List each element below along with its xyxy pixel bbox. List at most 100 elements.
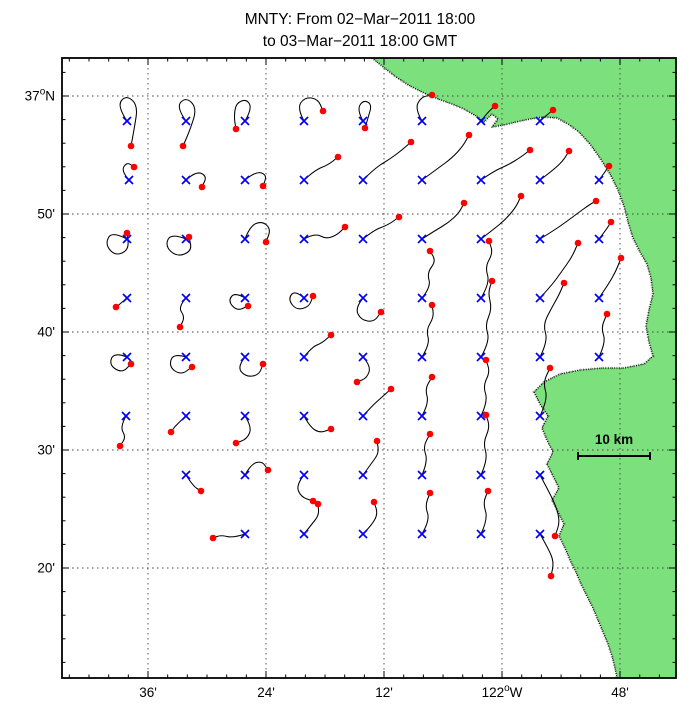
tick-label-text: W: [510, 685, 523, 700]
x-stroke: [535, 116, 545, 126]
start-marker-x: [181, 470, 191, 480]
start-marker-x: [358, 529, 368, 539]
x-stroke: [535, 175, 545, 185]
trajectory-path: [119, 97, 138, 147]
trajectory-path: [179, 297, 187, 328]
trajectory-path: [244, 461, 269, 476]
tick-label-text: 50': [37, 207, 55, 222]
end-marker-dot: [319, 107, 327, 115]
tick-label-text: 48': [611, 685, 629, 700]
trajectory-path: [539, 150, 570, 181]
trajectory-path: [362, 141, 412, 181]
start-marker-x: [122, 293, 132, 303]
start-marker-x: [535, 470, 545, 480]
start-marker-x: [476, 293, 486, 303]
start-marker-x: [417, 529, 427, 539]
x-stroke: [417, 293, 427, 303]
x-stroke: [240, 175, 250, 185]
end-marker-dot: [259, 360, 267, 368]
end-marker-dot: [232, 439, 240, 447]
end-marker-dot: [617, 254, 625, 262]
end-marker-dot: [549, 106, 557, 114]
end-marker-dot: [482, 411, 490, 419]
y-tick-label: 50': [37, 207, 55, 222]
land-layer: [371, 56, 676, 679]
end-marker-dot: [484, 487, 492, 495]
trajectory-path: [303, 334, 332, 358]
start-marker-x: [240, 529, 250, 539]
end-marker-dot: [179, 142, 187, 150]
end-marker-dot: [517, 192, 525, 200]
trajectory-path: [303, 415, 332, 433]
trajectory-path: [233, 99, 251, 130]
end-marker-dot: [547, 572, 555, 580]
start-marker-x: [535, 411, 545, 421]
tick-label-text: 40': [37, 325, 55, 340]
trajectory-path: [421, 492, 431, 535]
x-stroke: [240, 470, 250, 480]
x-stroke: [535, 529, 545, 539]
end-marker-dot: [551, 532, 559, 540]
x-stroke: [181, 293, 191, 303]
x-stroke: [299, 234, 309, 244]
trajectory-path: [299, 97, 324, 122]
start-marker-x: [594, 352, 604, 362]
end-marker-dot: [460, 199, 468, 207]
start-marker-x: [594, 234, 604, 244]
x-stroke: [299, 352, 309, 362]
trajectory-path: [358, 100, 372, 129]
start-marker-x: [121, 411, 131, 421]
end-marker-dot: [574, 239, 582, 247]
start-marker-x: [417, 234, 427, 244]
trajectory-path: [539, 474, 560, 537]
end-marker-dot: [198, 183, 206, 191]
x-stroke: [476, 116, 486, 126]
start-marker-x: [535, 234, 545, 244]
start-marker-x: [417, 293, 427, 303]
start-marker-x: [122, 116, 132, 126]
end-marker-dot: [130, 163, 138, 171]
land-region: [372, 58, 676, 678]
x-stroke: [122, 234, 132, 244]
end-marker-dot: [176, 323, 184, 331]
x-stroke: [535, 411, 545, 421]
y-tick-label: 30': [37, 443, 55, 458]
x-stroke: [358, 293, 368, 303]
trajectory-path: [480, 490, 489, 535]
scale-bar: 10 km: [577, 432, 651, 460]
trajectory-path: [421, 376, 433, 417]
end-marker-dot: [526, 146, 534, 154]
x-stroke: [240, 411, 250, 421]
end-marker-dot: [407, 138, 415, 146]
trajectory-path: [178, 99, 196, 147]
x-stroke: [181, 470, 191, 480]
trajectory-path: [480, 280, 493, 358]
end-marker-dot: [327, 425, 335, 433]
start-marker-x: [240, 234, 250, 244]
end-marker-dot: [482, 356, 490, 364]
end-marker-dot: [426, 247, 434, 255]
grid-layer: [62, 58, 676, 678]
scale-bar-label: 10 km: [595, 432, 633, 447]
end-marker-dot: [262, 238, 270, 246]
trajectory-path: [362, 388, 392, 417]
end-marker-dot: [488, 277, 496, 285]
x-stroke: [299, 470, 309, 480]
start-marker-x: [535, 116, 545, 126]
end-marker-dot: [485, 237, 493, 245]
start-marker-x: [535, 352, 545, 362]
x-stroke: [299, 116, 309, 126]
end-marker-dot: [314, 500, 322, 508]
trajectory-path: [303, 226, 346, 240]
trajectory-path: [421, 202, 465, 240]
start-marker-x: [417, 352, 427, 362]
start-marker-x: [124, 175, 134, 185]
x-stroke: [476, 529, 486, 539]
end-marker-dot: [167, 428, 175, 436]
end-marker-dot: [112, 303, 120, 311]
trajectory-path: [480, 195, 522, 240]
trajectory-path: [303, 156, 339, 181]
x-stroke: [417, 234, 427, 244]
